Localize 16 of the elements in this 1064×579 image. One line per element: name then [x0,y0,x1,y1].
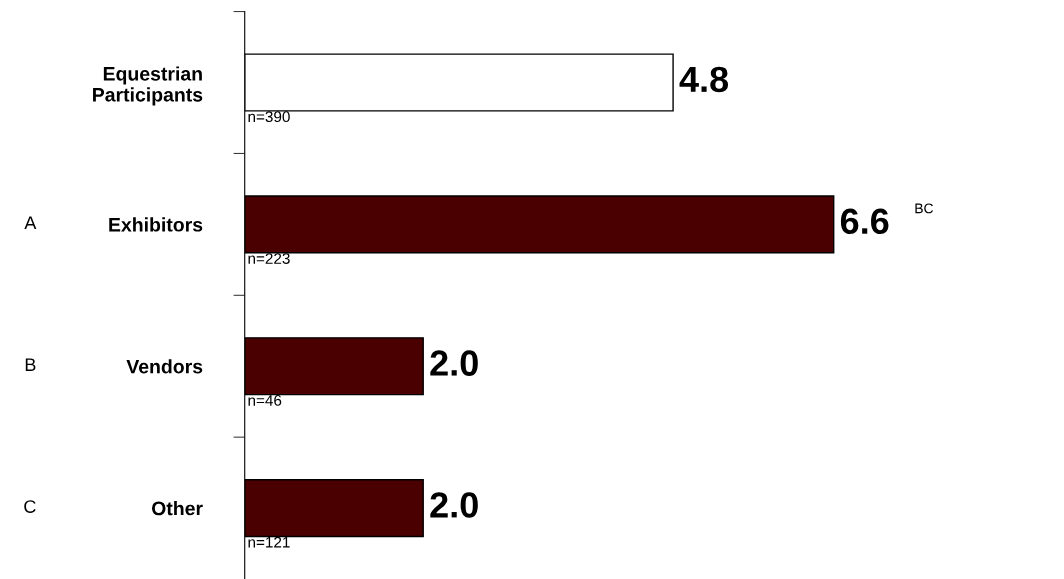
annotation: n=46 [248,394,282,406]
y-tick-label: Exhibitors [109,217,203,232]
text: BC [915,203,934,214]
text: A [24,216,37,230]
annotation: n=121 [248,536,290,548]
annotation: n=390 [248,111,290,123]
y-tick-label: Other [152,501,203,516]
annotation: n=223 [248,253,290,264]
y-tick-label: Equestrian Participants [93,66,203,106]
data-label: 4.8 [679,66,729,93]
data-label: 2.0 [430,350,478,376]
data-label: 2.0 [430,492,478,518]
data-label: 6.6 [840,208,889,235]
text: B [25,358,36,371]
text: C [24,500,36,513]
y-tick-label: Vendors [126,359,203,374]
